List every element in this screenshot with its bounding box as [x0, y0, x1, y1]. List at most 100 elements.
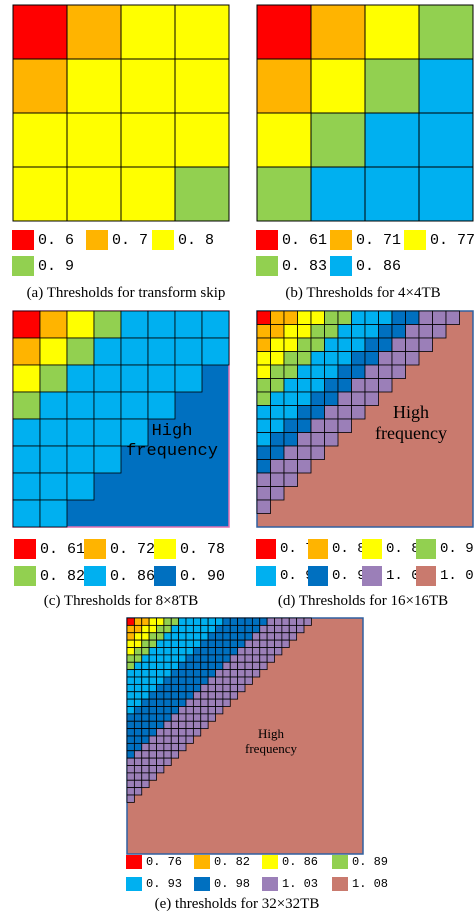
grid-cell — [364, 337, 379, 352]
grid-cell — [178, 647, 187, 656]
grid-cell — [174, 58, 230, 114]
grid-cell — [148, 750, 157, 759]
grid-cell — [200, 706, 209, 715]
grid-cell — [148, 661, 157, 671]
high-frequency-line2: frequency — [245, 740, 297, 756]
grid-cell — [133, 735, 143, 744]
legend-item: 0. 8 — [152, 230, 214, 250]
caption-8x8: (c) Thresholds for 8×8TB — [43, 593, 199, 609]
legend-label: 0. 93 — [146, 877, 183, 891]
grid-cell — [185, 639, 194, 648]
legend-item: 1. 08 — [332, 877, 388, 891]
grid-cell — [178, 669, 187, 678]
grid-cell — [274, 624, 283, 634]
grid-cell — [163, 617, 172, 626]
grid-cell — [251, 647, 261, 656]
grid-cell — [170, 661, 180, 671]
grid-cell — [237, 624, 246, 634]
grid-cell — [266, 647, 275, 656]
grid-cell — [147, 364, 176, 393]
grid-cell — [270, 310, 285, 325]
grid-cell — [405, 351, 420, 366]
grid-cell — [297, 391, 312, 406]
grid-cell — [141, 661, 150, 671]
grid-cell — [163, 647, 172, 656]
grid-cell — [244, 632, 253, 641]
grid-cell — [12, 112, 68, 168]
legend-swatch — [332, 855, 348, 869]
grid-cell — [148, 735, 157, 744]
grid-cell — [259, 639, 268, 648]
grid-cell — [288, 632, 298, 641]
legend-swatch — [404, 230, 426, 250]
grid-cell — [126, 661, 135, 671]
grid-cell — [283, 405, 298, 420]
grid-cell — [445, 310, 460, 325]
grid-cell — [163, 683, 172, 693]
grid-cell — [126, 765, 135, 774]
grid-cell — [303, 617, 312, 626]
legend-swatch — [330, 256, 352, 276]
legend-item: 0. 90 — [154, 566, 225, 586]
grid-cell — [12, 472, 41, 501]
grid-cell — [185, 720, 194, 730]
grid-cell — [170, 698, 180, 707]
grid-cell — [256, 324, 271, 339]
grid-cell — [192, 676, 202, 685]
grid-cell — [192, 706, 202, 715]
grid-cell — [185, 617, 194, 626]
grid-cell — [93, 445, 122, 474]
grid-cell — [185, 676, 194, 685]
grid-cell — [39, 499, 68, 528]
grid-cell — [364, 351, 379, 366]
grid-cell — [148, 669, 157, 678]
grid-cell — [281, 624, 290, 634]
grid-cell — [163, 713, 172, 722]
grid-cell — [185, 654, 194, 663]
grid-cell — [270, 351, 285, 366]
grid-cell — [170, 742, 180, 752]
grid-cell — [229, 683, 239, 693]
legend-swatch — [256, 230, 278, 250]
grid-cell — [283, 472, 298, 487]
grid-cell — [133, 617, 143, 626]
grid-cell — [229, 661, 239, 671]
grid-cell — [141, 713, 150, 722]
grid-cell — [270, 459, 285, 474]
grid-cell — [93, 337, 122, 366]
grid-cell — [215, 624, 224, 634]
grid-cell — [215, 683, 224, 693]
legend-swatch — [194, 855, 210, 869]
legend-item: 0. 61 — [14, 539, 85, 559]
grid-cell — [163, 691, 172, 700]
legend-item: 0. 77 — [404, 230, 474, 250]
grid-cell — [185, 691, 194, 700]
grid-cell — [192, 691, 202, 700]
grid-cell — [178, 706, 187, 715]
grid-cell — [432, 310, 447, 325]
grid-cell — [310, 432, 325, 447]
grid-cell — [170, 691, 180, 700]
grid-cell — [324, 324, 339, 339]
grid-cell — [39, 418, 68, 447]
grid-cell — [12, 310, 41, 339]
grid-cell — [297, 310, 312, 325]
grid-cell — [156, 720, 165, 730]
grid-cell — [163, 654, 172, 663]
legend-label: 0. 61 — [282, 231, 328, 249]
grid-cell — [120, 310, 149, 339]
high-frequency-label-32x32: High frequency — [221, 726, 321, 757]
grid-cell — [133, 632, 143, 641]
legend-item: 0. 98 — [194, 877, 250, 891]
threshold-grid-32x32 — [126, 617, 364, 855]
grid-cell — [126, 632, 135, 641]
grid-cell — [251, 624, 261, 634]
grid-cell — [178, 683, 187, 693]
grid-cell — [163, 750, 172, 759]
grid-cell — [222, 661, 231, 671]
grid-cell — [283, 418, 298, 433]
grid-cell — [297, 459, 312, 474]
legend-swatch — [12, 230, 34, 250]
grid-cell — [283, 337, 298, 352]
grid-cell — [229, 624, 239, 634]
